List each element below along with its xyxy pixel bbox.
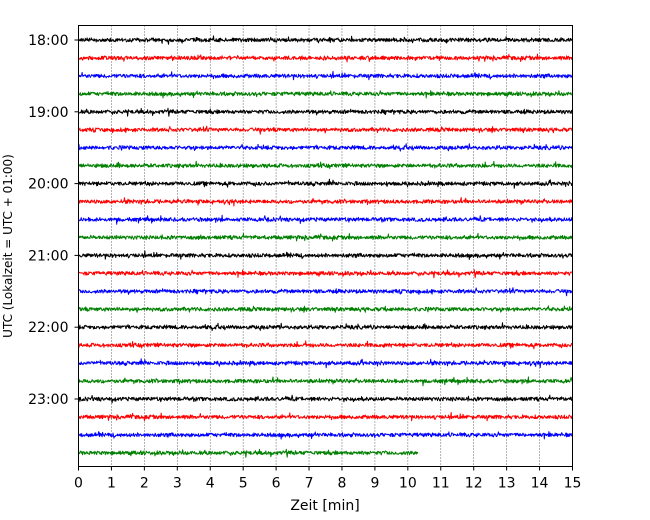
seismogram-trace	[78, 412, 573, 422]
seismogram-trace	[78, 232, 573, 242]
x-tick-label: 12	[465, 476, 483, 492]
y-tick-label: 19:00	[28, 105, 68, 121]
x-tick-label: 8	[338, 476, 347, 492]
seismogram-trace	[78, 448, 419, 458]
y-tick-label: 22:00	[28, 320, 68, 336]
seismogram-trace	[78, 376, 573, 387]
y-axis-label: UTC (Lokalzeit = UTC + 01:00)	[1, 154, 15, 338]
x-tick-label: 5	[239, 476, 248, 492]
x-tick-label: 1	[107, 476, 116, 492]
x-tick-label: 9	[370, 476, 379, 492]
x-tick-label: 10	[399, 476, 417, 492]
seismogram-trace	[78, 53, 573, 63]
seismogram-trace	[78, 340, 573, 350]
seismogram-trace	[78, 305, 573, 313]
x-tick-label: 0	[74, 476, 83, 492]
y-tick-label: 18:00	[28, 33, 68, 49]
seismogram-trace	[78, 197, 573, 207]
trace-group	[78, 35, 573, 458]
x-tick-label: 6	[272, 476, 281, 492]
x-tick-label: 13	[498, 476, 516, 492]
y-tick-label: 23:00	[28, 392, 68, 408]
x-tick-label: 11	[432, 476, 450, 492]
x-tick-label: 7	[305, 476, 314, 492]
x-tick-label: 3	[173, 476, 182, 492]
seismogram-trace	[78, 287, 573, 297]
y-tick-label: 21:00	[28, 248, 68, 264]
seismogram-trace	[78, 143, 573, 152]
seismogram-trace	[78, 178, 573, 189]
x-tick-label: 2	[140, 476, 149, 492]
seismogram-trace	[78, 125, 573, 135]
plot-area-frame	[78, 25, 573, 467]
seismogram-trace	[78, 160, 573, 170]
seismogram-trace	[78, 322, 573, 332]
seismogram-trace	[78, 90, 573, 99]
seismogram-trace	[78, 394, 573, 404]
x-axis-label: Zeit [min]	[290, 498, 359, 514]
x-tick-label: 4	[206, 476, 215, 492]
seismogram-trace	[78, 250, 573, 260]
seismogram-trace	[78, 358, 573, 369]
x-tick-label: 15	[564, 476, 582, 492]
seismogram-trace	[78, 35, 573, 45]
seismogram-trace	[78, 107, 573, 117]
seismogram-trace	[78, 431, 573, 440]
seismogram-trace	[78, 70, 573, 81]
y-tick-label: 20:00	[28, 177, 68, 193]
y-axis: 18:00 19:00 20:00 21:00 22:00 23:00	[28, 33, 79, 408]
x-axis: 0 1 2 3 4 5 6 7 8 9 10 11 12 13 14 15	[74, 466, 582, 492]
seismogram-trace	[78, 214, 573, 225]
seismogram-trace	[78, 269, 573, 279]
x-tick-label: 14	[531, 476, 549, 492]
